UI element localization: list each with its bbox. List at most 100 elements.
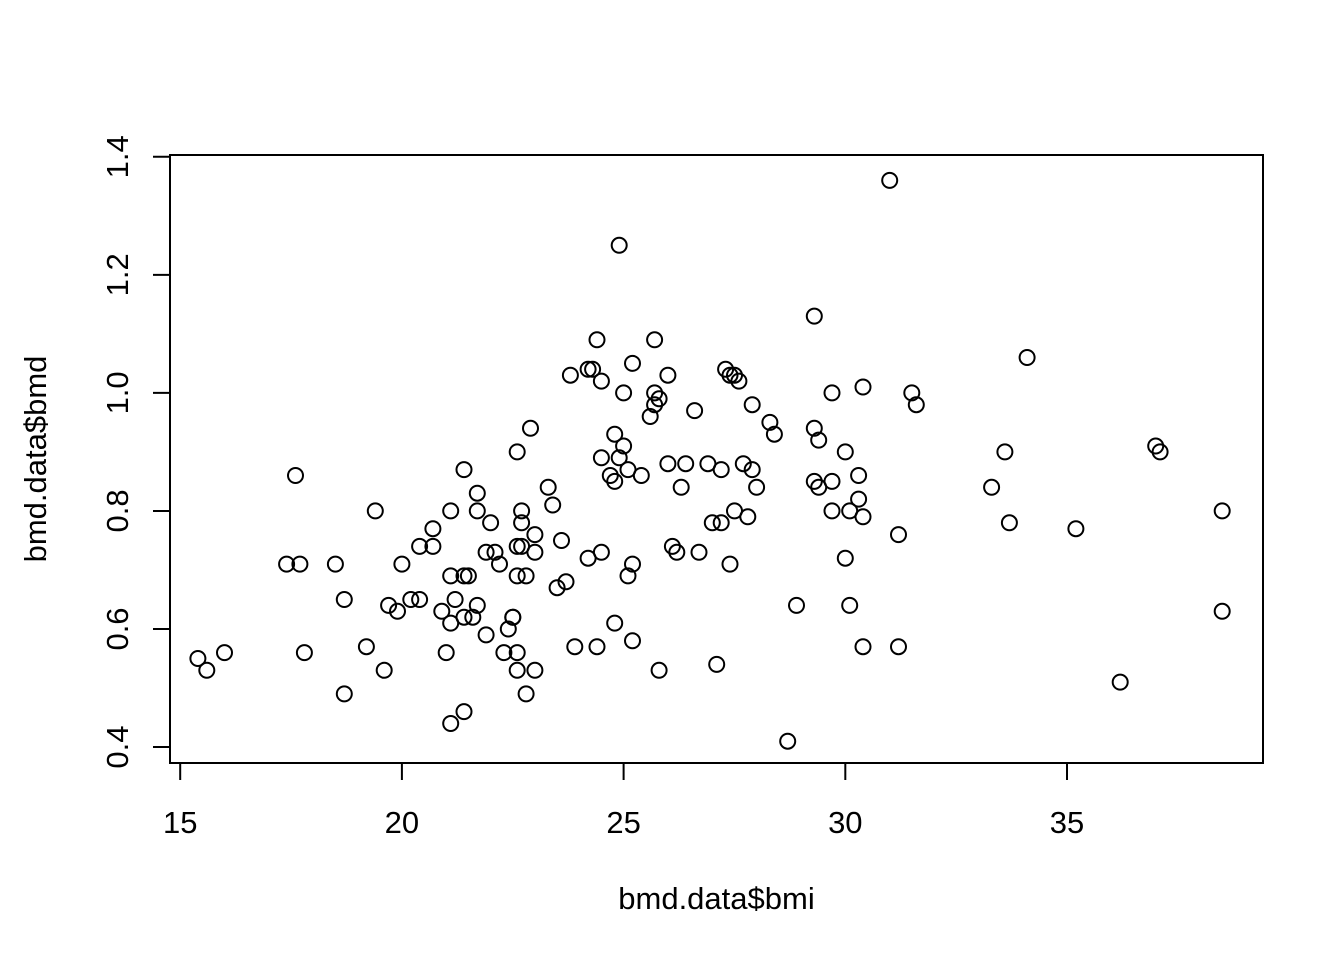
data-point (712, 514, 730, 532)
data-point (455, 567, 473, 585)
y-tick-label: 1.4 (100, 135, 135, 178)
data-point (743, 461, 761, 479)
data-point (584, 360, 602, 378)
data-point (278, 555, 296, 573)
data-point (455, 703, 473, 721)
x-tick-label: 15 (163, 805, 197, 840)
data-point (624, 555, 641, 573)
data-point (721, 555, 739, 573)
data-point (291, 555, 309, 573)
data-point (287, 467, 304, 484)
data-point (610, 236, 628, 254)
data-point (606, 614, 624, 632)
data-point (513, 502, 531, 520)
y-axis-title: bmd.data$bmd (18, 356, 53, 563)
data-point (335, 685, 353, 703)
data-point (659, 455, 677, 473)
data-point (189, 650, 207, 667)
data-point (854, 508, 872, 526)
data-point (437, 644, 455, 662)
data-point (424, 520, 442, 538)
data-point (1000, 514, 1018, 532)
data-point (508, 567, 526, 585)
data-point (380, 596, 398, 614)
data-point (526, 526, 544, 544)
x-tick-label: 20 (385, 805, 419, 840)
data-point (730, 372, 748, 390)
data-point (765, 425, 783, 443)
data-point (513, 537, 531, 555)
data-point (442, 614, 460, 632)
data-point (508, 644, 526, 662)
data-point (544, 496, 562, 514)
data-point (650, 661, 668, 679)
data-point (592, 543, 610, 561)
data-point (624, 632, 641, 650)
data-point (526, 661, 544, 679)
data-point (646, 331, 664, 349)
data-point (464, 608, 482, 626)
data-point (739, 508, 757, 526)
data-point (504, 608, 522, 626)
data-point (477, 626, 495, 644)
data-point (810, 431, 828, 449)
data-point (690, 543, 708, 561)
data-point (708, 655, 726, 673)
data-point (748, 478, 766, 496)
data-point (850, 467, 868, 484)
data-point (677, 455, 695, 473)
data-point (1213, 502, 1231, 520)
data-point (836, 443, 854, 461)
data-point (686, 402, 704, 420)
data-point (619, 567, 637, 585)
data-point (557, 573, 575, 591)
data-point (823, 502, 841, 520)
data-point (459, 567, 477, 585)
data-point (606, 425, 624, 443)
y-tick-label: 1.2 (100, 253, 135, 296)
data-point (854, 378, 872, 396)
data-point (482, 514, 500, 532)
data-point (668, 543, 686, 561)
data-point (468, 484, 486, 502)
data-point (734, 455, 752, 473)
data-point (854, 638, 872, 656)
x-axis-title: bmd.data$bmi (618, 881, 814, 916)
data-point (907, 396, 925, 414)
data-point (1018, 349, 1036, 366)
data-point (1067, 520, 1085, 538)
y-tick-label: 0.4 (100, 726, 135, 769)
y-tick-label: 0.8 (100, 489, 135, 532)
data-point (539, 478, 557, 496)
data-point (579, 360, 597, 378)
y-tick-label: 1.0 (100, 371, 135, 414)
data-point (468, 502, 486, 520)
y-tick-label: 0.6 (100, 607, 135, 650)
data-point (522, 419, 539, 437)
data-point (508, 661, 526, 679)
data-point (646, 396, 664, 414)
data-point (468, 596, 486, 614)
data-point (357, 638, 375, 656)
data-point (592, 372, 610, 390)
data-point (517, 567, 535, 585)
data-point (295, 644, 313, 662)
data-point (366, 502, 384, 520)
data-point (499, 620, 517, 638)
data-point (553, 532, 570, 549)
data-point (548, 579, 566, 597)
data-point (703, 514, 721, 532)
data-point (508, 537, 526, 555)
data-point (805, 307, 823, 325)
data-point (455, 461, 473, 479)
data-point (996, 443, 1014, 461)
data-point (659, 366, 677, 384)
data-point (606, 472, 624, 490)
data-point (823, 384, 841, 402)
data-point (788, 596, 805, 614)
data-point (805, 419, 823, 437)
data-point (890, 526, 907, 544)
data-point (495, 644, 513, 662)
data-point (198, 661, 216, 679)
